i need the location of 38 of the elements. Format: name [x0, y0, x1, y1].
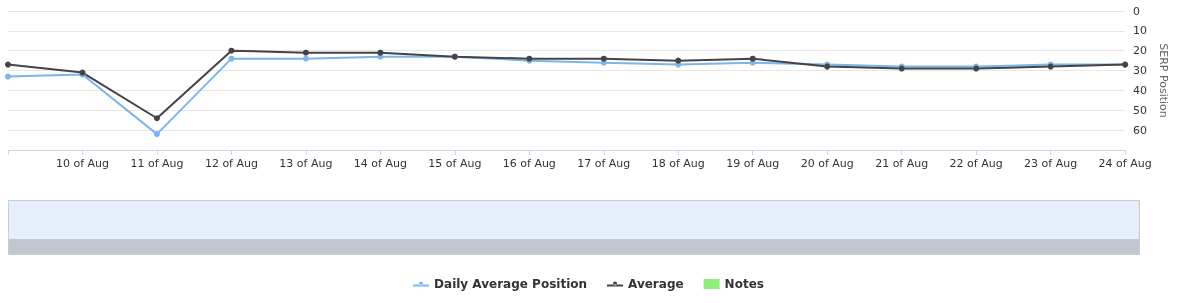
- point: [153, 115, 160, 122]
- y-tick-label: 30: [1133, 64, 1148, 78]
- x-tick-label: 16 of Aug: [502, 157, 556, 170]
- x-tick-label: 15 of Aug: [428, 157, 482, 170]
- x-tick-label: 11 of Aug: [130, 157, 184, 170]
- legend-label: Average: [628, 277, 684, 291]
- point: [302, 49, 309, 56]
- legend-label: Daily Average Position: [434, 277, 588, 291]
- legend-label: Notes: [724, 277, 764, 291]
- x-tick-label: 13 of Aug: [279, 157, 333, 170]
- y-tick-label: 40: [1133, 83, 1148, 97]
- point: [5, 73, 11, 80]
- x-tick-label: 18 of Aug: [651, 157, 705, 170]
- point: [675, 57, 682, 64]
- x-tick-label: 10 of Aug: [55, 157, 110, 170]
- point: [228, 47, 235, 54]
- point: [600, 55, 607, 62]
- x-tick-label: 14 of Aug: [353, 157, 407, 170]
- point: [228, 55, 235, 62]
- x-tick-label: 23 of Aug: [1024, 157, 1078, 170]
- point: [749, 55, 756, 62]
- y-tick-label: 0: [1133, 4, 1141, 18]
- x-tick-label: 12 of Aug: [204, 157, 258, 170]
- point: [302, 55, 309, 62]
- point: [153, 131, 160, 138]
- x-tick-label: 19 of Aug: [726, 157, 780, 170]
- x-tick-label: 20 of Aug: [800, 157, 854, 170]
- x-tick-label: 24 of Aug: [1098, 157, 1152, 170]
- x-tick-label: 22 of Aug: [949, 157, 1003, 170]
- y-tick-label: 60: [1133, 123, 1148, 137]
- y-axis-title: SERP Position: [1157, 43, 1170, 118]
- y-tick-label: 50: [1133, 103, 1148, 117]
- x-tick-label: 21 of Aug: [875, 157, 929, 170]
- y-tick-label: 20: [1133, 44, 1148, 58]
- y-tick-label: 10: [1133, 24, 1148, 38]
- point: [5, 61, 11, 68]
- point: [377, 49, 384, 56]
- x-tick-label: 17 of Aug: [577, 157, 631, 170]
